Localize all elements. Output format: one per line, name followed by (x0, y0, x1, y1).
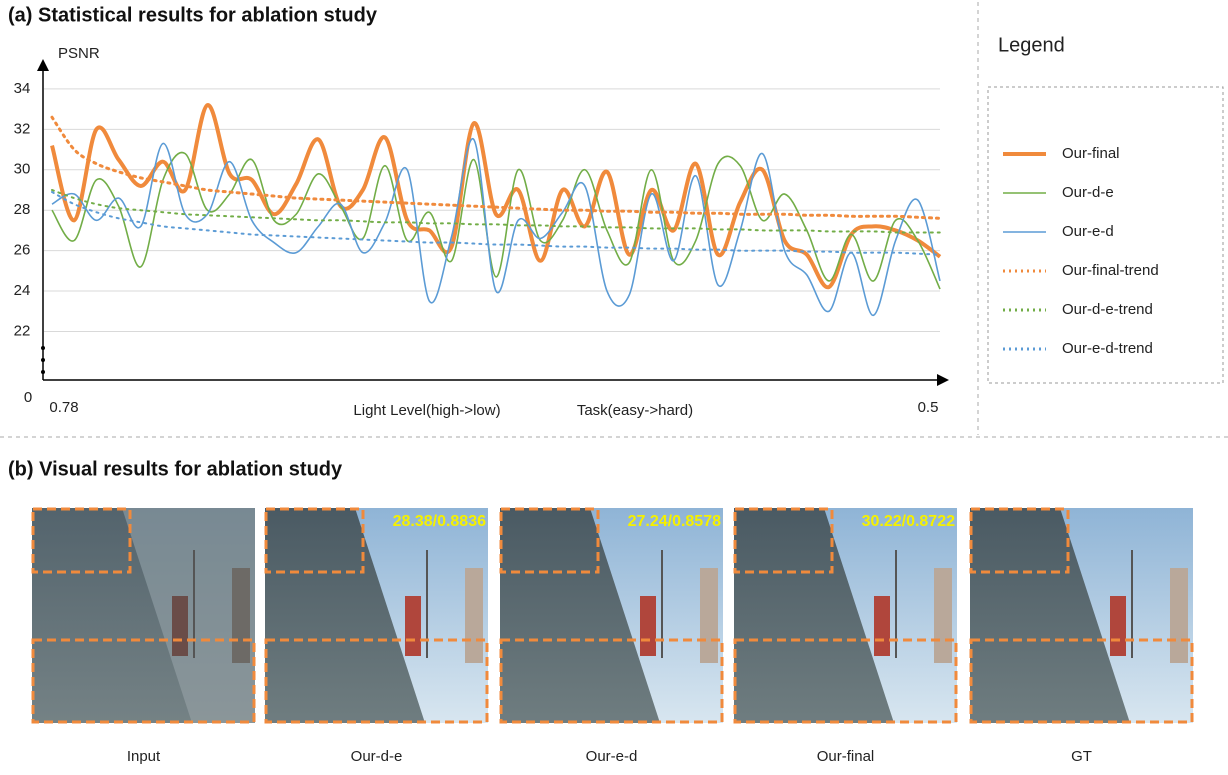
x-tick-label: 0.5 (918, 399, 939, 416)
image-bridge (500, 508, 660, 723)
zoom-box (733, 638, 958, 724)
image-caption: Our-d-e (351, 748, 403, 765)
series-line (51, 188, 941, 234)
image-building (1170, 568, 1188, 663)
y-tick-label: 34 (14, 80, 31, 97)
legend-label: Our-final-trend (1062, 262, 1159, 279)
image-bridge (970, 508, 1130, 723)
zoom-box (499, 638, 724, 724)
image-building (874, 596, 890, 656)
axis-break (41, 346, 45, 374)
y-tick-label: 24 (14, 282, 31, 299)
image-panel (733, 507, 958, 724)
image-caption: Our-e-d (586, 748, 638, 765)
origin-label: 0 (24, 389, 32, 406)
image-caption: Input (127, 748, 161, 765)
y-tick-label: 22 (14, 322, 31, 339)
image-panel (264, 507, 489, 724)
x-axis-label: Task(easy->hard) (577, 402, 693, 419)
zoom-box (31, 507, 132, 574)
chart-title: (a) Statistical results for ablation stu… (8, 4, 378, 26)
zoom-box (969, 507, 1070, 574)
zoom-box (264, 507, 365, 574)
y-tick-label: 26 (14, 242, 31, 259)
legend-label: Our-final (1062, 145, 1120, 162)
zoom-box (264, 638, 489, 724)
series-line (50, 115, 942, 220)
y-tick-label: 30 (14, 161, 31, 178)
image-building (405, 596, 421, 656)
series-line (51, 191, 941, 256)
image-building (700, 568, 718, 663)
image-building (232, 568, 250, 663)
section-title: (b) Visual results for ablation study (8, 458, 343, 480)
image-panel (969, 507, 1194, 724)
image-panel (31, 507, 256, 724)
legend-title: Legend (998, 34, 1065, 56)
series-line (51, 138, 941, 317)
y-tick-label: 28 (14, 201, 31, 218)
legend-label: Our-e-d-trend (1062, 340, 1153, 357)
legend-label: Our-d-e (1062, 184, 1114, 201)
zoom-box (499, 507, 600, 574)
image-building (934, 568, 952, 663)
series-line (50, 103, 942, 290)
image-bridge (32, 508, 192, 723)
image-panel (499, 507, 724, 724)
image-caption: GT (1071, 748, 1092, 765)
image-building (640, 596, 656, 656)
y-tick-label: 32 (14, 120, 31, 137)
image-building (1110, 596, 1126, 656)
zoom-box (31, 638, 256, 724)
metrics-label: 27.24/0.8578 (628, 513, 722, 530)
image-bridge (265, 508, 425, 723)
zoom-box (733, 507, 834, 574)
image-bridge (734, 508, 894, 723)
legend-label: Our-d-e-trend (1062, 301, 1153, 318)
image-building (172, 596, 188, 656)
y-axis-label: PSNR (58, 45, 100, 62)
x-tick-label: 0.78 (49, 399, 78, 416)
image-building (465, 568, 483, 663)
series-line (51, 151, 941, 290)
legend-label: Our-e-d (1062, 223, 1114, 240)
metrics-label: 30.22/0.8722 (862, 513, 956, 530)
legend-box (987, 86, 1224, 384)
zoom-box (969, 638, 1194, 724)
x-axis-label: Light Level(high->low) (353, 402, 500, 419)
image-caption: Our-final (817, 748, 875, 765)
metrics-label: 28.38/0.8836 (393, 513, 487, 530)
